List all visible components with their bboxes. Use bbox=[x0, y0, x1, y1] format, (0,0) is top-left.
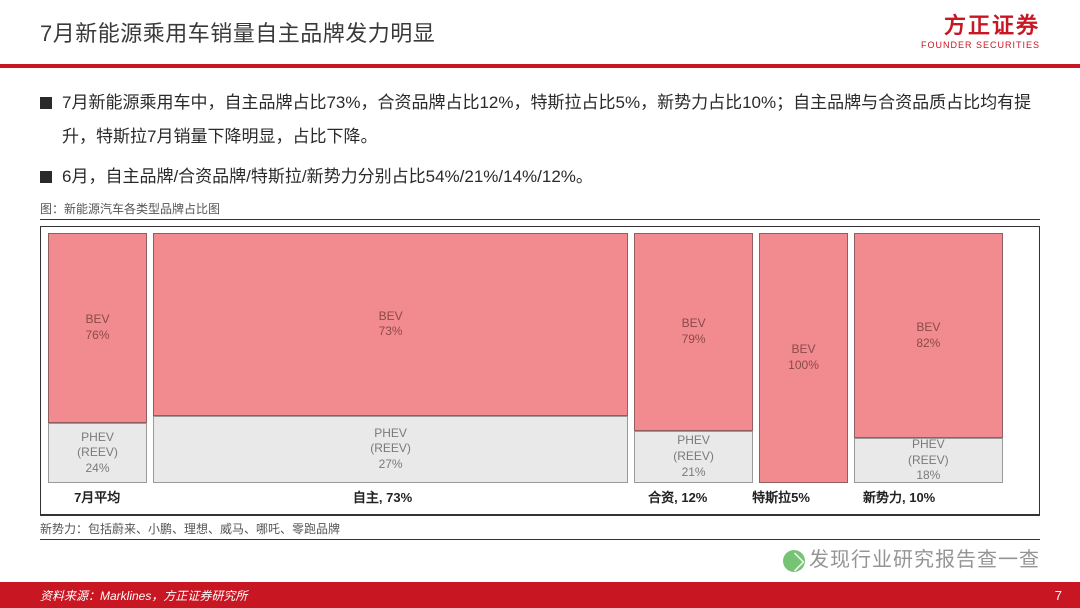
footer-bar: 资料来源：Marklines，方正证券研究所 7 bbox=[0, 582, 1080, 608]
bullet-2: 6月，自主品牌/合资品牌/特斯拉/新势力分别占比54%/21%/14%/12%。 bbox=[40, 160, 1040, 194]
logo-main: 方正证券 bbox=[921, 8, 1040, 40]
bullet-marker-icon bbox=[40, 97, 52, 109]
page-number: 7 bbox=[1055, 588, 1062, 603]
footnote-rule bbox=[40, 539, 1040, 540]
header: 7月新能源乘用车销量自主品牌发力明显 方正证券 FOUNDER SECURITI… bbox=[0, 0, 1080, 56]
seg-bev: BEV73% bbox=[153, 233, 628, 416]
bullet-marker-icon bbox=[40, 171, 52, 183]
seg-phev: PHEV(REEV)24% bbox=[48, 423, 147, 483]
seg-bev: BEV100% bbox=[759, 233, 848, 483]
seg-phev: PHEV(REEV)27% bbox=[153, 416, 628, 484]
seg-bev: BEV82% bbox=[854, 233, 1003, 438]
slide: 7月新能源乘用车销量自主品牌发力明显 方正证券 FOUNDER SECURITI… bbox=[0, 0, 1080, 608]
slide-title: 7月新能源乘用车销量自主品牌发力明显 bbox=[40, 16, 1040, 48]
bullet-2-text: 6月，自主品牌/合资品牌/特斯拉/新势力分别占比54%/21%/14%/12%。 bbox=[62, 160, 1040, 194]
chart-columns: PHEV(REEV)24%BEV76%PHEV(REEV)27%BEV73%PH… bbox=[45, 233, 1035, 483]
body: 7月新能源乘用车中，自主品牌占比73%，合资品牌占比12%，特斯拉占比5%，新势… bbox=[0, 68, 1080, 540]
xlabel-tsla: 特斯拉5% bbox=[737, 487, 826, 506]
figure-caption: 图：新能源汽车各类型品牌占比图 bbox=[40, 200, 1040, 217]
xlabel-jv: 合资, 12% bbox=[619, 487, 737, 506]
chart-xlabels: 7月平均自主, 73%合资, 12%特斯拉5%新势力, 10% bbox=[45, 483, 1035, 509]
watermark-text: 发现行业研究报告查一查 bbox=[809, 549, 1040, 571]
footer-source: 资料来源：Marklines，方正证券研究所 bbox=[40, 587, 247, 604]
seg-phev: PHEV(REEV)18% bbox=[854, 438, 1003, 483]
logo-sub: FOUNDER SECURITIES bbox=[921, 40, 1040, 50]
caption-rule bbox=[40, 219, 1040, 220]
chart-col-jv: PHEV(REEV)21%BEV79% bbox=[634, 233, 753, 483]
bullet-1: 7月新能源乘用车中，自主品牌占比73%，合资品牌占比12%，特斯拉占比5%，新势… bbox=[40, 86, 1040, 154]
seg-phev: PHEV(REEV)21% bbox=[634, 431, 753, 484]
xlabel-new: 新势力, 10% bbox=[825, 487, 973, 506]
logo: 方正证券 FOUNDER SECURITIES bbox=[921, 8, 1040, 50]
wechat-icon bbox=[783, 550, 805, 572]
watermark: 发现行业研究报告查一查 bbox=[783, 543, 1040, 572]
chart-col-new: PHEV(REEV)18%BEV82% bbox=[854, 233, 1003, 483]
seg-bev: BEV76% bbox=[48, 233, 147, 423]
figure-footnote: 新势力：包括蔚来、小鹏、理想、威马、哪吒、零跑品牌 bbox=[40, 520, 1040, 537]
chart-col-self: PHEV(REEV)27%BEV73% bbox=[153, 233, 628, 483]
chart-col-avg: PHEV(REEV)24%BEV76% bbox=[48, 233, 147, 483]
marimekko-chart: PHEV(REEV)24%BEV76%PHEV(REEV)27%BEV73%PH… bbox=[40, 226, 1040, 516]
bullet-1-text: 7月新能源乘用车中，自主品牌占比73%，合资品牌占比12%，特斯拉占比5%，新势… bbox=[62, 86, 1040, 154]
xlabel-self: 自主, 73% bbox=[146, 487, 618, 506]
chart-col-tsla: BEV100% bbox=[759, 233, 848, 483]
xlabel-avg: 7月平均 bbox=[48, 487, 146, 506]
seg-bev: BEV79% bbox=[634, 233, 753, 431]
